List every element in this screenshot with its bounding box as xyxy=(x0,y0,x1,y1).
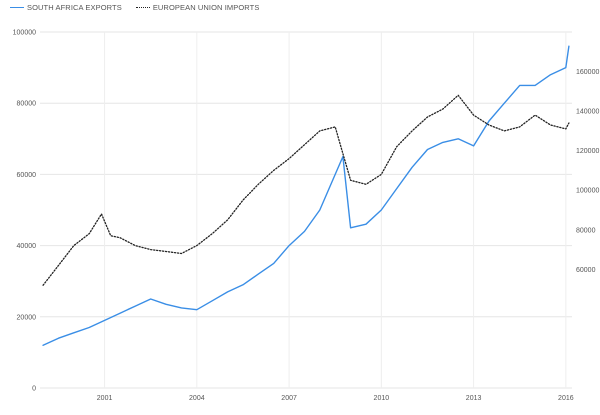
legend-swatch-dotted xyxy=(135,7,150,8)
left-tick-label: 80000 xyxy=(17,101,37,108)
right-tick-label: 60000 xyxy=(576,267,596,274)
left-tick-label: 40000 xyxy=(17,243,37,250)
legend-item-south-africa-exports[interactable]: SOUTH AFRICA EXPORTS xyxy=(10,3,122,12)
series-line-european-union-imports[interactable] xyxy=(42,94,570,286)
left-tick-label: 0 xyxy=(32,386,36,393)
x-tick-label: 2004 xyxy=(189,395,205,402)
left-tick-label: 60000 xyxy=(17,172,37,179)
legend: SOUTH AFRICA EXPORTS EUROPEAN UNION IMPO… xyxy=(10,3,259,12)
legend-label-european-union-imports: EUROPEAN UNION IMPORTS xyxy=(152,3,260,12)
legend-swatch-solid xyxy=(10,7,24,8)
right-axis-ticks: 60000 80000 100000 120000 140000 160000 xyxy=(576,69,599,274)
left-axis-ticks: 0 20000 40000 60000 80000 100000 xyxy=(13,30,36,393)
x-tick-label: 2013 xyxy=(466,395,482,402)
x-axis-ticks: 2001 2004 2007 2010 2013 2016 xyxy=(97,395,574,402)
grid xyxy=(40,31,572,389)
right-tick-label: 100000 xyxy=(576,188,599,195)
right-tick-label: 80000 xyxy=(576,227,596,234)
left-tick-label: 100000 xyxy=(13,30,36,37)
right-tick-label: 140000 xyxy=(576,109,599,116)
series-lines xyxy=(42,45,570,346)
left-tick-label: 20000 xyxy=(17,314,37,321)
x-tick-label: 2016 xyxy=(558,395,574,402)
right-tick-label: 120000 xyxy=(576,148,599,155)
x-tick-label: 2010 xyxy=(374,395,390,402)
x-tick-label: 2001 xyxy=(97,395,113,402)
x-tick-label: 2007 xyxy=(281,395,297,402)
legend-label-south-africa-exports: SOUTH AFRICA EXPORTS xyxy=(27,3,122,12)
series-line-south-africa-exports[interactable] xyxy=(42,45,570,346)
right-tick-label: 160000 xyxy=(576,69,599,76)
legend-item-european-union-imports[interactable]: EUROPEAN UNION IMPORTS xyxy=(135,3,260,12)
